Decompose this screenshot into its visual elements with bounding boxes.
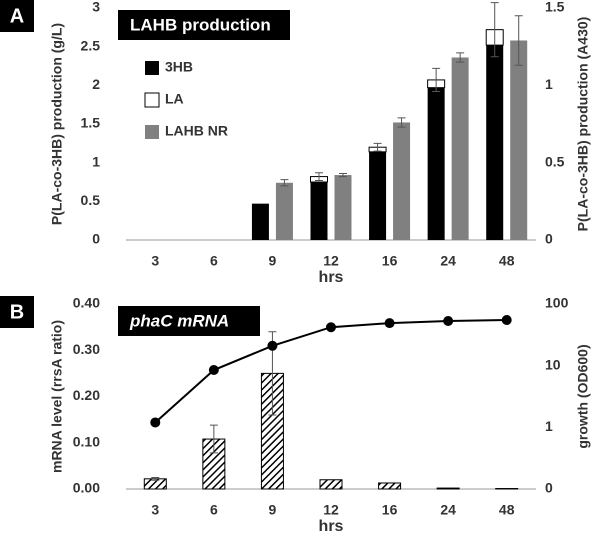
y-axis-title: P(LA-co-3HB) production (g/L) bbox=[49, 23, 65, 225]
y2-tick-label: 10 bbox=[545, 356, 561, 372]
x-tick-label: 12 bbox=[323, 253, 339, 269]
y-tick-label: 0 bbox=[92, 231, 100, 247]
marker bbox=[326, 322, 336, 333]
y-tick-label: 0.10 bbox=[73, 433, 100, 449]
error-bar bbox=[514, 15, 523, 66]
legend-label: 3HB bbox=[165, 59, 193, 75]
bar bbox=[251, 203, 269, 240]
bar bbox=[378, 482, 402, 490]
y-tick-label: 0.40 bbox=[73, 295, 100, 311]
bar bbox=[436, 487, 460, 490]
y2-tick-label: 100 bbox=[545, 295, 569, 311]
y-tick-label: 0.20 bbox=[73, 387, 100, 403]
bar bbox=[369, 151, 387, 240]
legend-label: LAHB NR bbox=[165, 123, 228, 139]
error-bar bbox=[151, 476, 160, 481]
chart-title: phaC mRNA bbox=[129, 311, 229, 330]
y2-axis-title: growth (OD600) bbox=[575, 344, 591, 448]
panel-badge bbox=[0, 0, 34, 32]
marker bbox=[501, 315, 512, 326]
y2-axis-title: P(LA-co-3HB) production (A430) bbox=[575, 17, 591, 232]
x-tick-label: 9 bbox=[269, 253, 277, 269]
error-bar bbox=[456, 52, 465, 63]
y-tick-label: 3 bbox=[92, 0, 100, 15]
error-bar bbox=[397, 117, 406, 128]
x-tick-label: 48 bbox=[499, 253, 515, 269]
marker bbox=[208, 365, 219, 376]
bar bbox=[393, 122, 411, 240]
x-tick-label: 9 bbox=[269, 502, 277, 518]
x-tick-label: 16 bbox=[382, 502, 398, 518]
marker bbox=[267, 340, 278, 351]
panel-label: B bbox=[10, 301, 24, 323]
y-tick-label: 1.5 bbox=[81, 115, 101, 131]
error-bar bbox=[315, 172, 323, 181]
y-tick-label: 2 bbox=[92, 76, 100, 92]
x-tick-label: 6 bbox=[210, 253, 218, 269]
legend-swatch bbox=[144, 92, 160, 108]
error-bar bbox=[432, 67, 441, 93]
bar bbox=[319, 479, 343, 490]
y2-tick-label: 1.5 bbox=[545, 0, 565, 15]
y2-tick-label: 1 bbox=[545, 418, 553, 434]
error-bar bbox=[209, 424, 218, 454]
y-tick-label: 0.5 bbox=[81, 192, 101, 208]
y-tick-label: 1 bbox=[92, 153, 100, 169]
bar bbox=[310, 182, 328, 240]
panel-label: A bbox=[10, 5, 24, 27]
chart-title: LAHB production bbox=[130, 15, 271, 34]
x-tick-label: 3 bbox=[151, 502, 159, 518]
x-tick-label: 16 bbox=[382, 253, 398, 269]
x-axis-title: hrs bbox=[319, 269, 344, 286]
bar bbox=[334, 175, 352, 240]
marker bbox=[443, 316, 454, 327]
y-tick-label: 2.5 bbox=[81, 37, 101, 53]
title-box bbox=[118, 306, 260, 336]
y-tick-label: 0.00 bbox=[73, 480, 100, 496]
error-bar bbox=[490, 2, 499, 58]
x-tick-label: 3 bbox=[151, 253, 159, 269]
y2-tick-label: 1 bbox=[545, 76, 553, 92]
bar bbox=[427, 87, 445, 240]
y-axis-title: mRNA level (rrsA ratio) bbox=[49, 320, 65, 473]
x-axis-title: hrs bbox=[319, 518, 344, 535]
x-tick-label: 24 bbox=[440, 253, 456, 269]
bar bbox=[510, 40, 528, 241]
x-tick-label: 48 bbox=[499, 502, 515, 518]
bar bbox=[486, 45, 504, 241]
panel-badge bbox=[0, 296, 34, 328]
marker bbox=[384, 318, 395, 329]
bar bbox=[275, 182, 293, 240]
marker bbox=[150, 417, 161, 428]
title-box bbox=[118, 10, 290, 40]
error-bar bbox=[339, 172, 347, 178]
legend-label: LA bbox=[165, 91, 184, 107]
legend-swatch bbox=[145, 125, 159, 139]
error-bar bbox=[280, 179, 289, 187]
y2-tick-label: 0 bbox=[545, 231, 553, 247]
legend-swatch bbox=[145, 61, 159, 75]
x-tick-label: 24 bbox=[440, 502, 456, 518]
y2-tick-label: 0 bbox=[545, 480, 553, 496]
error-bar bbox=[373, 142, 382, 152]
bar bbox=[451, 57, 469, 240]
x-tick-label: 12 bbox=[323, 502, 339, 518]
y-tick-label: 0.30 bbox=[73, 341, 100, 357]
y2-tick-label: 0.5 bbox=[545, 153, 565, 169]
x-tick-label: 6 bbox=[210, 502, 218, 518]
